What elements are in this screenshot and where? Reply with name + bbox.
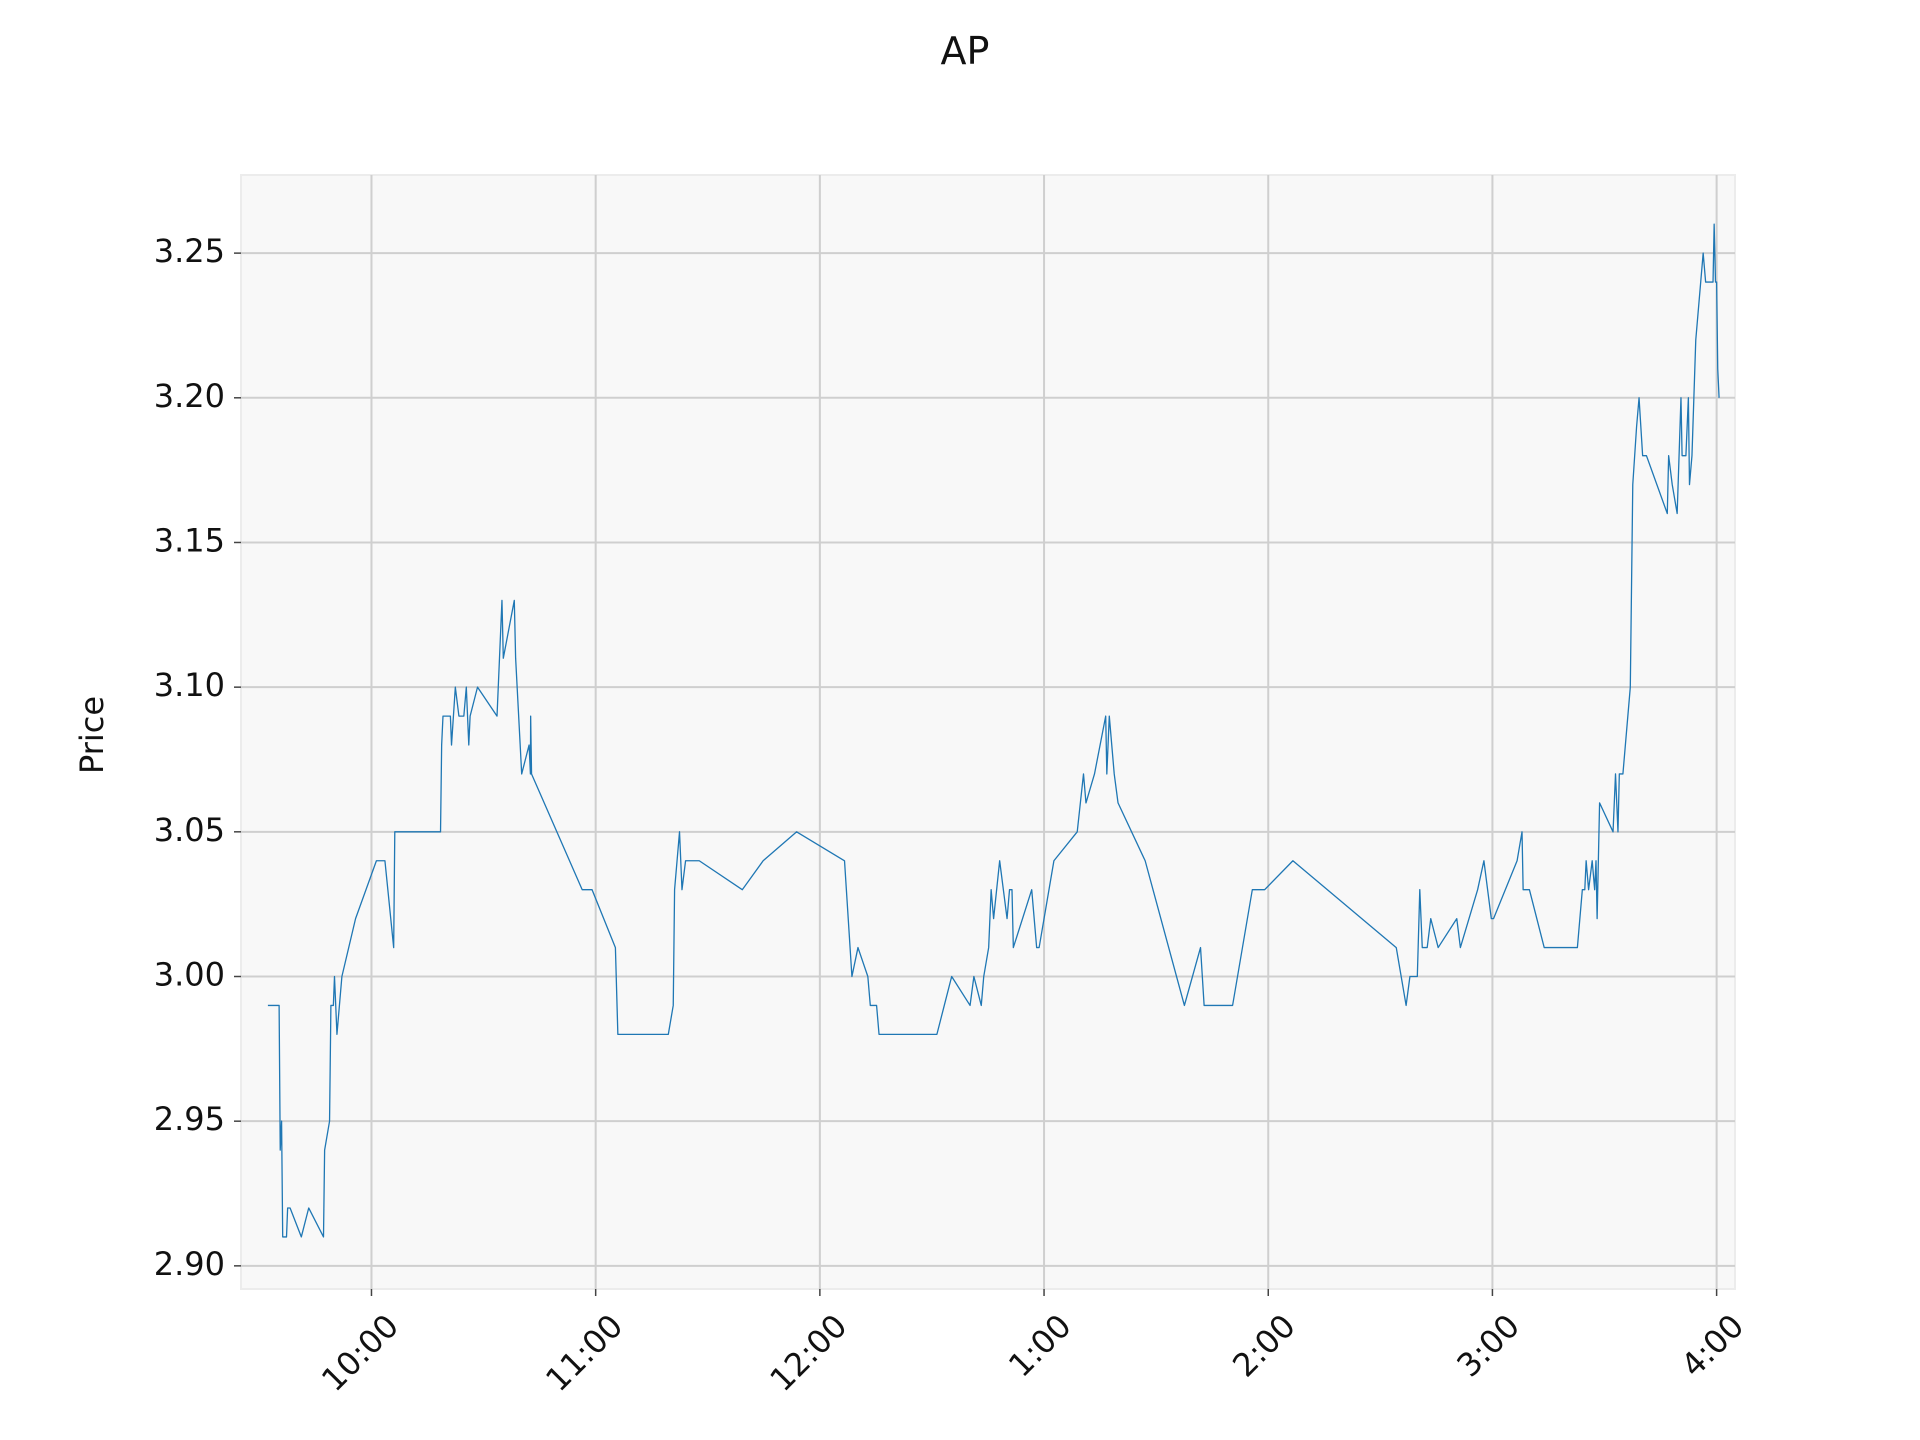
y-tick-label: 3.00 <box>154 956 225 994</box>
x-tick-label: 11:00 <box>538 1307 630 1399</box>
y-tick-label: 3.15 <box>154 521 225 559</box>
chart-title: AP <box>941 29 990 73</box>
plot-area <box>240 174 1736 1290</box>
x-tick-label: 12:00 <box>762 1307 854 1399</box>
x-tick-label: 10:00 <box>314 1307 406 1399</box>
y-tick-label: 3.20 <box>154 377 225 415</box>
x-tick-label: 3:00 <box>1449 1307 1527 1385</box>
y-tick-label: 3.25 <box>154 232 225 270</box>
x-tick-label: 1:00 <box>1001 1307 1079 1385</box>
y-tick-label: 3.10 <box>154 666 225 704</box>
y-axis-label: Price <box>73 696 111 774</box>
y-tick-label: 2.90 <box>154 1245 225 1283</box>
price-line <box>267 223 1720 1238</box>
y-tick-label: 2.95 <box>154 1100 225 1138</box>
x-tick-label: 2:00 <box>1225 1307 1303 1385</box>
x-tick-label: 4:00 <box>1674 1307 1752 1385</box>
y-tick-label: 3.05 <box>154 811 225 849</box>
